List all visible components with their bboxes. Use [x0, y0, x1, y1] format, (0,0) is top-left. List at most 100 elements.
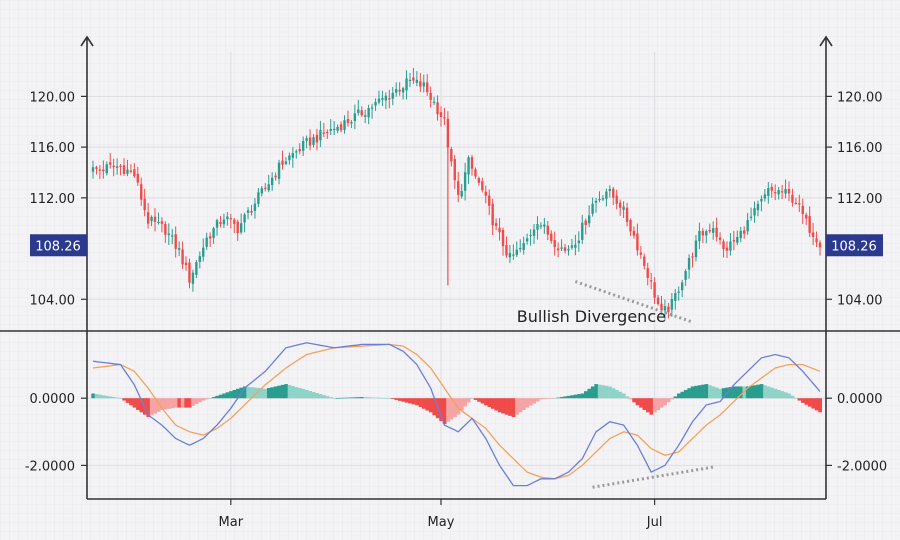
macd-hist-bar: [287, 385, 292, 399]
candle-body: [636, 233, 639, 251]
macd-hist-bar: [298, 388, 302, 399]
macd-hist-bar: [549, 398, 554, 399]
macd-hist-bar: [280, 384, 285, 399]
right-axis-arrow: [819, 35, 833, 47]
candle-body: [312, 137, 315, 145]
macd-hist-bar: [308, 390, 313, 399]
price-tick-label-left: 104.00: [30, 293, 76, 308]
candle-body: [422, 82, 425, 87]
macd-hist-bar: [749, 385, 754, 399]
candle-body: [140, 184, 143, 200]
candle-body: [691, 256, 694, 258]
candle-body: [481, 181, 484, 191]
tick-labels: 104.00 104.00 112.00 112.00 116.00 116.00 120.…: [25, 90, 887, 530]
macd-hist-bar: [397, 398, 402, 401]
macd-hist-bar: [442, 398, 447, 425]
candle-body: [288, 155, 291, 161]
candle-body: [811, 232, 815, 237]
price-tick-label-right: 120.00: [837, 90, 883, 105]
macd-hist-bar: [694, 385, 698, 399]
time-tick-label: Jul: [646, 515, 663, 530]
candle-body: [587, 215, 591, 224]
candle-body: [332, 128, 336, 131]
macd-hist-bar: [387, 398, 392, 399]
macd-hist-bar: [301, 388, 306, 399]
candle-body: [329, 128, 332, 131]
macd-hist-bar: [335, 398, 340, 399]
macd-hist-bar: [690, 386, 695, 399]
candle-body: [667, 306, 670, 312]
candle-body: [184, 262, 188, 266]
macd-hist-bar: [118, 398, 123, 399]
candle-body: [419, 81, 422, 87]
candle-body: [687, 258, 691, 270]
candle-body: [519, 248, 522, 250]
candle-body: [129, 170, 133, 172]
candle-body: [446, 118, 450, 148]
candle-body: [732, 240, 736, 242]
macd-hist-bar: [184, 398, 189, 408]
macd-hist-bar: [563, 396, 568, 399]
macd-hist-bar: [415, 398, 419, 406]
candle-body: [301, 141, 305, 151]
macd-hist-bar: [742, 386, 747, 399]
macd-hist-bar: [446, 398, 450, 422]
macd-hist-bar: [546, 398, 550, 399]
candle-body: [143, 198, 146, 211]
candle-body: [694, 240, 698, 258]
macd-hist-bar: [604, 385, 609, 399]
candle-body: [432, 101, 436, 103]
candle-body: [195, 262, 198, 275]
candle-body: [460, 190, 463, 197]
macd-hist-bar: [98, 394, 102, 399]
macd-hist-bar: [325, 396, 330, 399]
candle-body: [405, 78, 408, 91]
candle-body: [670, 299, 674, 310]
candle-body: [801, 205, 804, 215]
macd-hist-bar: [422, 398, 426, 409]
candle-body: [150, 216, 153, 222]
macd-hist-bar: [263, 388, 268, 399]
macd-hist-bar: [739, 386, 743, 399]
candle-body: [598, 199, 601, 201]
macd-hist-bar: [349, 397, 354, 399]
macd-hist-bar: [201, 398, 206, 401]
candle-body: [725, 247, 729, 251]
price-tick-label-right: 104.00: [837, 293, 883, 308]
candle-body: [574, 244, 577, 248]
macd-hist-bar: [670, 398, 674, 400]
candle-body: [326, 131, 329, 134]
macd-hist-bar: [394, 398, 399, 400]
macd-hist-bar: [242, 386, 247, 399]
candle-body: [395, 89, 398, 93]
candle-body: [353, 113, 357, 121]
macd-hist-bar: [170, 398, 175, 409]
macd-hist-bar: [322, 395, 326, 399]
candle-body: [122, 165, 126, 174]
candle-body: [594, 200, 598, 203]
macd-hist-bar: [432, 398, 437, 416]
candle-body: [236, 221, 239, 234]
macd-hist-bar: [732, 386, 736, 399]
macd-hist-bar: [311, 392, 316, 399]
candle-body: [718, 237, 722, 240]
candle-body: [798, 203, 801, 205]
macd-hist-bar: [480, 398, 485, 404]
macd-hist-bar: [735, 386, 740, 399]
candle-body: [536, 224, 539, 230]
macd-hist-bar: [652, 398, 657, 413]
candle-body: [608, 188, 612, 191]
candle-body: [95, 167, 98, 169]
candle-body: [477, 178, 481, 183]
candle-body: [711, 228, 715, 233]
candle-body: [515, 249, 518, 255]
candle-body: [532, 229, 536, 236]
signal-line: [92, 343, 821, 480]
candle-body: [556, 248, 560, 251]
candle-body: [391, 92, 394, 99]
macd-hist-bar: [490, 398, 495, 409]
macd-hist-bar: [497, 398, 502, 413]
candle-body: [443, 117, 446, 119]
candle-body: [401, 88, 405, 93]
candle-body: [774, 192, 777, 194]
